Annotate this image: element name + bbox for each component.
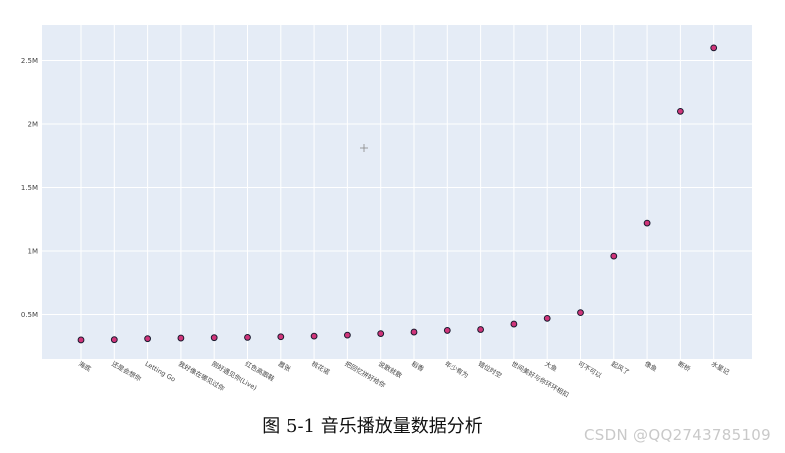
x-tick-label: 可不可以 (577, 360, 604, 380)
figure-caption: 图 5-1 音乐播放量数据分析 (262, 416, 483, 437)
data-points (77, 44, 718, 344)
data-point[interactable] (110, 336, 118, 344)
data-point[interactable] (577, 309, 584, 317)
x-tick-label: 说散就散 (377, 359, 404, 380)
y-tick-label: 2M (28, 121, 39, 129)
y-tick-label: 1M (28, 248, 39, 256)
y-tick-label: 2.5M (21, 57, 38, 65)
x-tick-label: 断桥 (676, 359, 692, 374)
data-point[interactable] (477, 326, 485, 333)
x-tick-label: 起风了 (610, 360, 631, 377)
x-tick-label: 像鱼 (643, 359, 659, 374)
data-point[interactable] (510, 320, 518, 328)
x-tick-label: 桃花诺 (310, 359, 332, 377)
x-tick-label: 海底 (77, 359, 93, 374)
watermark: CSDN @QQ2743785109 (584, 426, 771, 444)
x-tick-label: 大鱼 (543, 359, 559, 374)
data-point[interactable] (610, 252, 618, 260)
x-tick-label: 错位时空 (477, 359, 504, 380)
y-tick-label: 0.5M (21, 311, 38, 319)
y-axis-ticks: 0.5M 1M 1.5M 2M 2.5M (21, 57, 38, 319)
y-tick-label: 1.5M (21, 184, 38, 192)
data-point[interactable] (677, 107, 684, 115)
data-point[interactable] (277, 333, 285, 341)
data-point[interactable] (77, 336, 85, 344)
x-tick-label: Letting Go (144, 360, 177, 384)
crosshair-cursor (360, 144, 368, 152)
data-point[interactable] (244, 334, 251, 341)
data-point[interactable] (377, 330, 385, 338)
x-tick-label: 世间美好与你环环相扣 (510, 359, 571, 399)
data-point[interactable] (443, 327, 451, 334)
data-point[interactable] (710, 44, 718, 52)
plot-background (42, 25, 752, 359)
data-point[interactable] (144, 335, 152, 343)
x-tick-label: 稻香 (410, 359, 426, 374)
x-tick-label: 年少有为 (443, 359, 470, 380)
data-point[interactable] (310, 332, 318, 340)
x-tick-label: 还是会想你 (110, 359, 143, 383)
data-point[interactable] (410, 328, 418, 336)
gridlines (42, 25, 752, 359)
data-point[interactable] (177, 334, 185, 342)
x-tick-label: 水星记 (710, 359, 732, 377)
x-axis-ticks: 海底 还是会想你 Letting Go 我好像在哪见过你刚好遇见你(Live)红色高跟… (77, 359, 732, 399)
data-point[interactable] (543, 314, 551, 322)
data-point[interactable] (643, 219, 651, 227)
x-tick-label: 嚣张 (277, 359, 293, 374)
data-point[interactable] (210, 334, 218, 342)
data-point[interactable] (344, 331, 351, 339)
